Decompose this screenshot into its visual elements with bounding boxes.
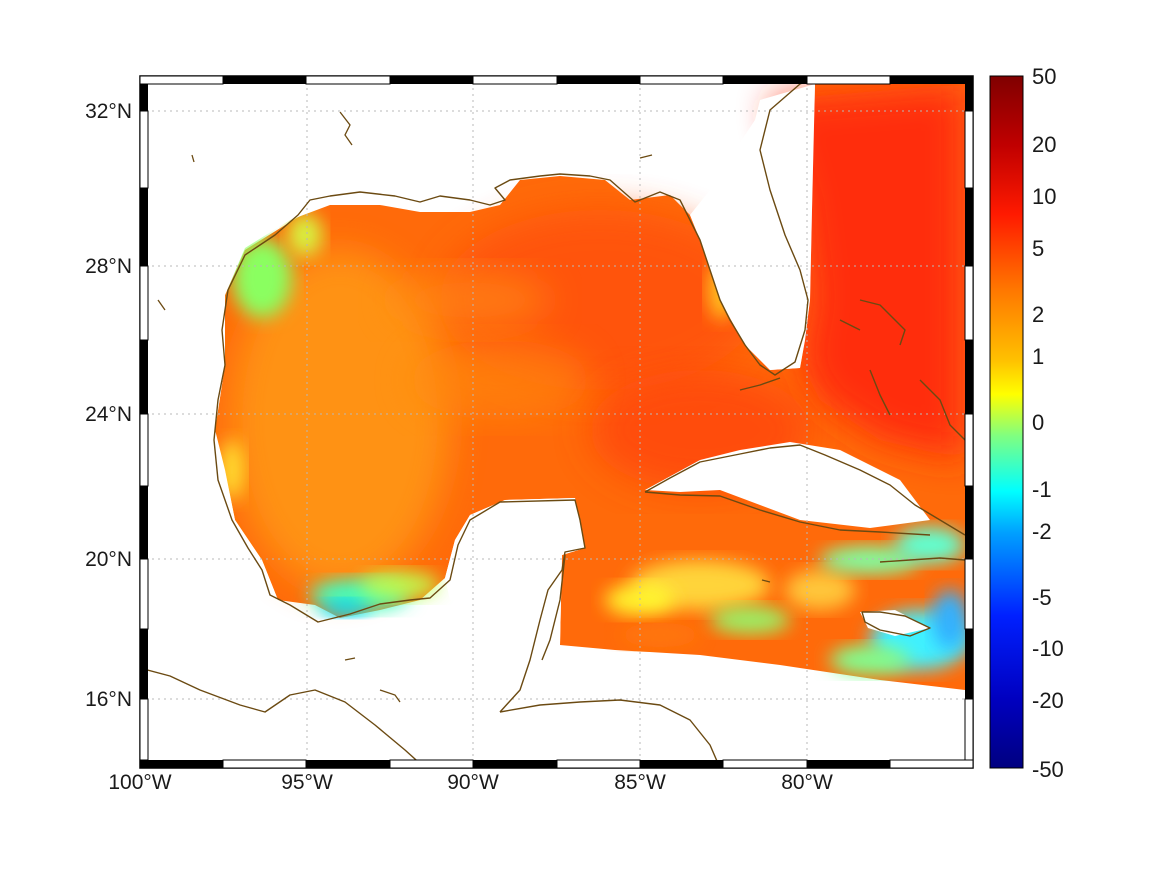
y-tick-label: 20°N (85, 548, 132, 571)
coastline-bahamas (839, 299, 966, 441)
colorbar-tick-label: 0 (1032, 410, 1044, 435)
coastline-florida-keys (739, 377, 781, 391)
colorbar-tick-label: 20 (1032, 132, 1056, 157)
colorbar-tick-label: 5 (1032, 236, 1044, 261)
x-tick-label: 100°W (108, 771, 171, 794)
y-tick-label: 24°N (85, 403, 132, 426)
islands (157, 111, 771, 703)
coastline-hispaniola (879, 557, 966, 563)
colorbar: 50 20 10 5 2 1 0 -1 -2 -5 -10 -20 -50 (989, 64, 1064, 782)
graticule (140, 76, 973, 768)
y-tick-label: 16°N (85, 688, 132, 711)
colorbar-labels: 50 20 10 5 2 1 0 -1 -2 -5 -10 -20 -50 (1032, 64, 1064, 782)
x-tick-label: 85°W (614, 771, 666, 794)
frame-bottom (140, 759, 974, 769)
colorbar-bar (989, 75, 1024, 769)
colorbar-tick-label: -1 (1032, 477, 1052, 502)
y-tick-label: 28°N (85, 255, 132, 278)
y-tick-label: 32°N (85, 100, 132, 123)
land-mask (140, 77, 930, 645)
coastline-mexico-west (213, 364, 586, 713)
colorbar-tick-label: 2 (1032, 302, 1044, 327)
frame-left (139, 84, 149, 761)
colorbar-tick-label: 10 (1032, 184, 1056, 209)
colorbar-tick-label: -5 (1032, 585, 1052, 610)
coastline-cuba (644, 444, 966, 536)
colorbar-tick-label: 50 (1032, 64, 1056, 89)
coastline-gulf-north (221, 76, 821, 376)
frame-top (139, 75, 973, 85)
coastlines (140, 76, 966, 768)
frame-right (964, 84, 974, 761)
colorbar-tick-label: -10 (1032, 636, 1064, 661)
colorbar-tick-label: -2 (1032, 519, 1052, 544)
x-tick-label: 95°W (281, 771, 333, 794)
x-axis-labels: 100°W 95°W 90°W 85°W 80°W (108, 771, 833, 794)
colorbar-tick-label: -50 (1032, 757, 1064, 782)
coastline-yucatan-east (541, 554, 566, 661)
coastline-honduras (499, 699, 721, 768)
coastline-central-america (140, 667, 426, 768)
sst-field-gulf (215, 84, 970, 690)
y-axis-labels: 32°N 28°N 24°N 20°N 16°N (85, 100, 132, 711)
map-frame (139, 75, 974, 769)
coastline-jamaica (861, 611, 931, 637)
map-plot-area (140, 76, 973, 768)
x-tick-label: 90°W (447, 771, 499, 794)
colorbar-tick-label: 1 (1032, 344, 1044, 369)
x-tick-label: 80°W (781, 771, 833, 794)
colorbar-tick-label: -20 (1032, 688, 1064, 713)
